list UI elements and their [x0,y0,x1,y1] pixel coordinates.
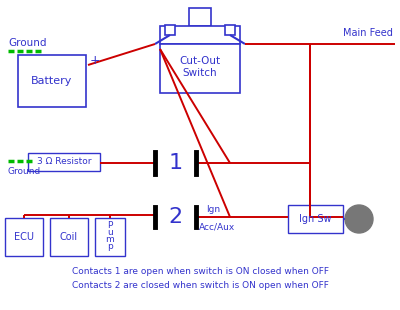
Text: Switch: Switch [183,69,217,78]
Text: 3 Ω Resistor: 3 Ω Resistor [37,157,91,166]
Bar [225,25,235,35]
Text: m: m [106,235,114,244]
Text: Main Feed: Main Feed [343,28,393,38]
Bar [189,8,211,26]
Bar [160,26,240,44]
Text: ECU: ECU [14,232,34,242]
Text: Battery: Battery [31,76,73,86]
Bar [28,153,100,171]
Bar [18,55,86,107]
Text: Contacts 1 are open when switch is ON closed when OFF: Contacts 1 are open when switch is ON cl… [72,268,328,277]
Bar [288,205,343,233]
Text: +: + [90,54,101,67]
Text: P: P [107,221,113,230]
Bar [165,25,175,35]
Bar [160,44,240,93]
Text: p: p [107,241,113,250]
Text: 1: 1 [168,153,182,173]
Text: Ground: Ground [8,166,41,175]
Circle shape [345,205,373,233]
Bar [95,218,125,256]
Text: Ground: Ground [8,38,46,48]
Text: Cut-Out: Cut-Out [180,56,220,66]
Text: Coil: Coil [60,232,78,242]
Text: u: u [107,228,113,237]
Text: Ign: Ign [206,205,220,214]
Bar [50,218,88,256]
Bar [5,218,43,256]
Text: Contacts 2 are closed when switch is ON open when OFF: Contacts 2 are closed when switch is ON … [72,281,328,290]
Text: Ign Sw: Ign Sw [299,214,332,224]
Text: 2: 2 [168,207,182,227]
Text: Acc/Aux: Acc/Aux [199,222,235,231]
